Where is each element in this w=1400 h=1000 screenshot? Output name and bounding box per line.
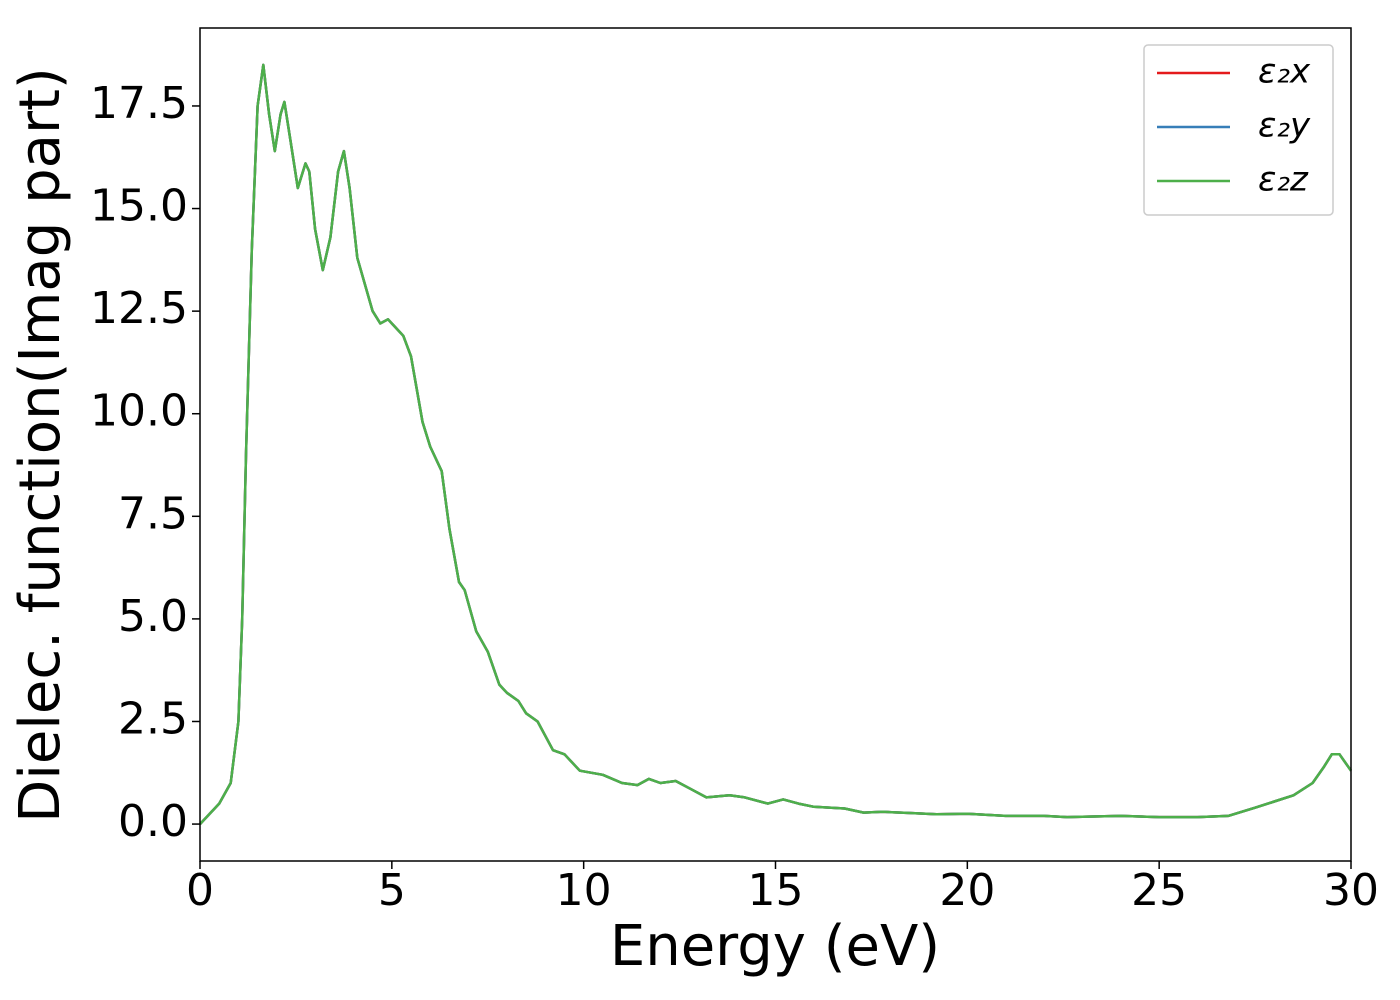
x-axis-label: Energy (eV) [610, 914, 940, 979]
y-tick-label: 12.5 [90, 283, 188, 334]
x-tick-label: 0 [186, 865, 214, 916]
x-tick-label: 25 [1131, 865, 1187, 916]
x-tick-label: 20 [939, 865, 995, 916]
legend-label: ε₂y [1258, 106, 1311, 146]
x-tick-label: 30 [1323, 865, 1379, 916]
plot-frame [199, 27, 1352, 862]
y-tick-label: 15.0 [90, 181, 188, 232]
x-tick-label: 5 [378, 865, 406, 916]
x-tick-label: 10 [556, 865, 612, 916]
y-tick-label: 5.0 [118, 591, 188, 642]
y-tick-label: 0.0 [118, 796, 188, 847]
y-tick-label: 10.0 [90, 386, 188, 437]
legend: ε₂x ε₂y ε₂z [1143, 44, 1334, 216]
legend-box [1143, 44, 1334, 216]
x-tick-label: 15 [748, 865, 804, 916]
y-axis-label: Dielec. function(Imag part) [8, 67, 73, 823]
legend-label: ε₂z [1258, 160, 1309, 200]
y-tick-label: 7.5 [118, 488, 188, 539]
line-series [199, 63, 1353, 825]
legend-label: ε₂x [1258, 52, 1311, 92]
y-tick-label: 17.5 [90, 78, 188, 129]
y-tick-label: 2.5 [118, 693, 188, 744]
